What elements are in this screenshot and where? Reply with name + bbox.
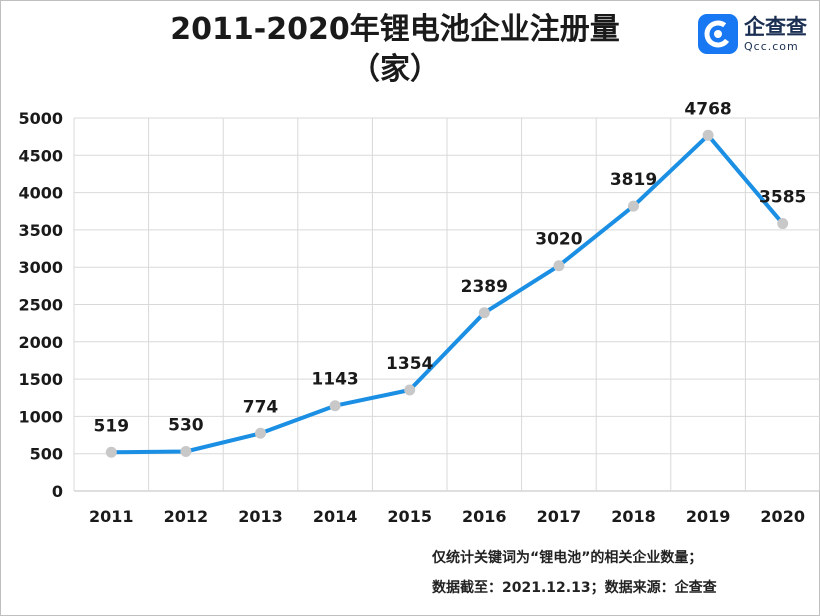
qcc-logo-icon xyxy=(698,14,738,54)
data-label: 1143 xyxy=(311,370,358,390)
x-tick-label: 2015 xyxy=(387,507,432,526)
footnote-line-1: 仅统计关键词为“锂电池”的相关企业数量； xyxy=(432,550,703,566)
data-label: 3020 xyxy=(535,230,582,250)
y-tick-label: 2000 xyxy=(18,333,63,352)
data-label: 3585 xyxy=(759,188,806,208)
data-point xyxy=(404,384,416,396)
logo-name: 企查查 xyxy=(744,15,807,39)
x-tick-label: 2016 xyxy=(462,507,507,526)
data-point xyxy=(702,129,714,141)
x-tick-label: 2018 xyxy=(611,507,656,526)
series-line xyxy=(109,133,785,455)
y-tick-label: 2500 xyxy=(18,296,63,315)
data-point xyxy=(105,446,117,458)
data-markers xyxy=(105,129,789,458)
series-line-group xyxy=(109,133,785,455)
chart-title-line-2: （家） xyxy=(350,52,440,87)
data-point xyxy=(553,260,565,272)
data-label: 1354 xyxy=(386,354,433,374)
data-point xyxy=(180,445,192,457)
data-label: 519 xyxy=(94,416,130,436)
data-label: 530 xyxy=(168,415,204,435)
y-tick-label: 3000 xyxy=(18,258,63,277)
x-tick-label: 2014 xyxy=(313,507,358,526)
y-tick-label: 4500 xyxy=(18,146,63,165)
x-axis-ticks: 2011 2012 2013 2014 2015 2016 2017 2018 2019 2020 xyxy=(89,507,805,526)
x-tick-label: 2017 xyxy=(537,507,582,526)
data-labels: 519 530 774 1143 1354 2389 3020 3819 4768 3585 xyxy=(94,99,807,436)
x-tick-label: 2012 xyxy=(164,507,209,526)
qcc-logo: 企查查 Qcc.com xyxy=(698,14,810,58)
data-label: 2389 xyxy=(461,277,508,297)
y-tick-label: 3500 xyxy=(18,221,63,240)
y-tick-label: 1500 xyxy=(18,370,63,389)
data-point xyxy=(478,307,490,319)
y-axis-ticks: 0 500 1000 1500 2000 2500 3000 3500 4000 4500 5000 xyxy=(18,109,63,501)
data-label: 4768 xyxy=(684,99,731,119)
y-tick-label: 0 xyxy=(52,482,63,501)
y-tick-label: 1000 xyxy=(18,407,63,426)
x-tick-label: 2011 xyxy=(89,507,134,526)
data-point xyxy=(329,400,341,412)
x-tick-label: 2020 xyxy=(760,507,805,526)
data-point xyxy=(777,218,789,230)
x-tick-label: 2013 xyxy=(238,507,283,526)
data-point xyxy=(628,200,639,212)
footnote: 仅统计关键词为“锂电池”的相关企业数量； 数据截至：2021.12.13；数据来… xyxy=(432,543,717,603)
data-point xyxy=(255,427,266,439)
chart-title: 2011-2020年锂电池企业注册量 （家） xyxy=(100,10,690,90)
x-tick-label: 2019 xyxy=(686,507,731,526)
y-tick-label: 500 xyxy=(30,445,63,464)
chart-title-line-1: 2011-2020年锂电池企业注册量 xyxy=(170,12,620,47)
footnote-line-2: 数据截至：2021.12.13；数据来源：企查查 xyxy=(432,580,717,596)
y-tick-label: 5000 xyxy=(18,109,63,128)
grid-lines xyxy=(73,117,820,492)
data-label: 774 xyxy=(243,397,279,417)
logo-domain: Qcc.com xyxy=(744,40,799,53)
y-tick-label: 4000 xyxy=(18,184,63,203)
data-label: 3819 xyxy=(610,170,657,190)
